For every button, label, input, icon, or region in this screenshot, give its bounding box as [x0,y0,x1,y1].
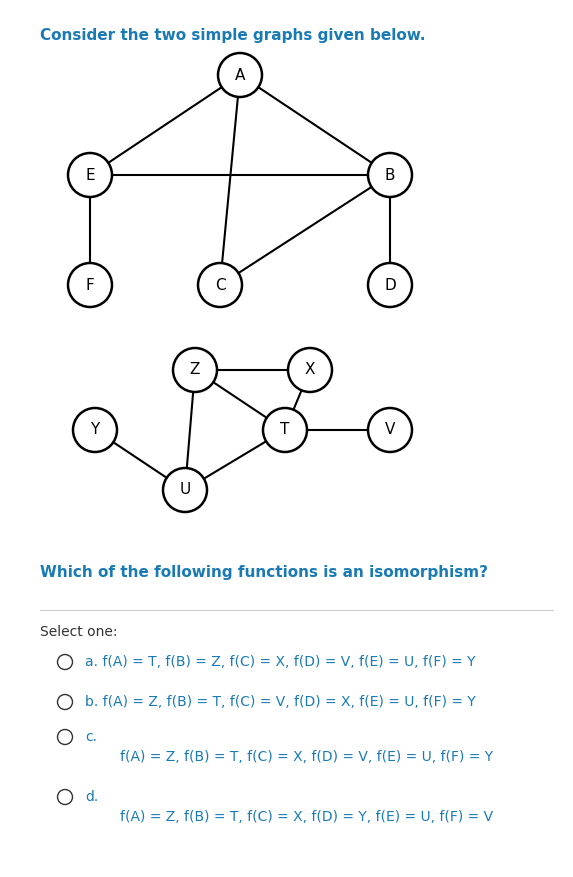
Circle shape [218,53,262,97]
Circle shape [198,263,242,307]
Circle shape [68,263,112,307]
Text: B: B [384,168,395,182]
Circle shape [57,695,73,709]
Text: A: A [235,68,245,82]
Text: F: F [85,277,95,293]
Circle shape [368,408,412,452]
Circle shape [368,263,412,307]
Circle shape [173,348,217,392]
Text: c.: c. [85,730,97,744]
Circle shape [288,348,332,392]
Circle shape [68,153,112,197]
Circle shape [57,654,73,669]
Circle shape [163,468,207,512]
Text: V: V [385,423,395,438]
Text: Z: Z [190,362,200,377]
Circle shape [73,408,117,452]
Circle shape [57,789,73,804]
Circle shape [57,730,73,745]
Text: Y: Y [91,423,100,438]
Text: Select one:: Select one: [40,625,117,639]
Text: U: U [179,482,191,497]
Text: D: D [384,277,396,293]
Text: b. f(A) = Z, f(B) = T, f(C) = V, f(D) = X, f(E) = U, f(F) = Y: b. f(A) = Z, f(B) = T, f(C) = V, f(D) = … [85,695,476,709]
Text: Consider the two simple graphs given below.: Consider the two simple graphs given bel… [40,28,426,43]
Text: T: T [280,423,290,438]
Text: Which of the following functions is an isomorphism?: Which of the following functions is an i… [40,565,488,580]
Text: d.: d. [85,790,98,804]
Text: a. f(A) = T, f(B) = Z, f(C) = X, f(D) = V, f(E) = U, f(F) = Y: a. f(A) = T, f(B) = Z, f(C) = X, f(D) = … [85,655,476,669]
Circle shape [368,153,412,197]
Text: E: E [85,168,95,182]
Text: f(A) = Z, f(B) = T, f(C) = X, f(D) = Y, f(E) = U, f(F) = V: f(A) = Z, f(B) = T, f(C) = X, f(D) = Y, … [120,810,493,824]
Circle shape [263,408,307,452]
Text: C: C [215,277,225,293]
Text: f(A) = Z, f(B) = T, f(C) = X, f(D) = V, f(E) = U, f(F) = Y: f(A) = Z, f(B) = T, f(C) = X, f(D) = V, … [120,750,493,764]
Text: X: X [305,362,315,377]
